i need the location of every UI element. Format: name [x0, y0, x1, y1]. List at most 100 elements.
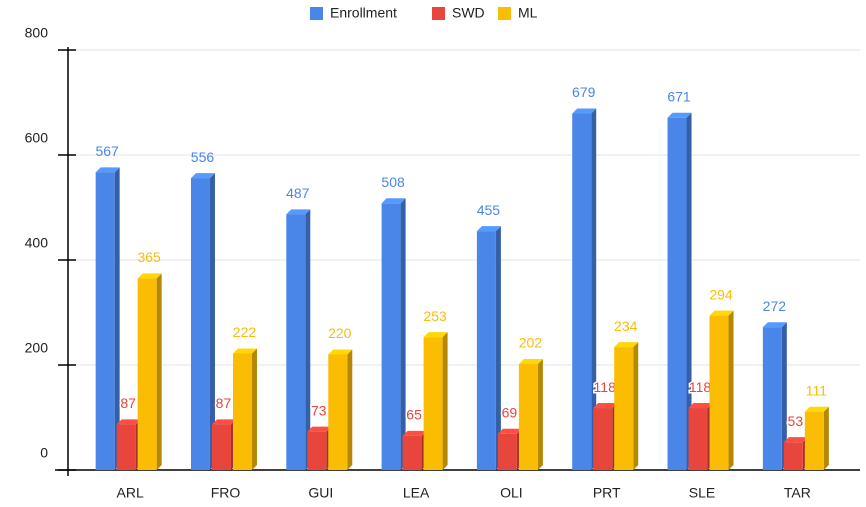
legend-swatch [432, 7, 445, 20]
bar [423, 337, 443, 470]
data-label: 87 [120, 395, 136, 411]
bar-top [307, 426, 332, 432]
x-tick-label: FRO [211, 485, 241, 501]
data-label: 222 [233, 324, 257, 340]
data-label: 69 [502, 404, 518, 420]
bar [518, 363, 538, 470]
x-tick-label: ARL [117, 485, 144, 501]
bar-top [286, 209, 311, 215]
bar-top [804, 406, 829, 412]
bar-top [95, 167, 120, 173]
bar-top [497, 428, 522, 434]
bar [116, 424, 136, 470]
data-label: 272 [763, 298, 787, 314]
bar-top [211, 419, 236, 425]
data-label: 567 [95, 143, 119, 159]
x-tick-label: SLE [689, 485, 715, 501]
bar-side [347, 349, 353, 470]
bar-side [495, 226, 501, 470]
bar [709, 315, 729, 470]
bar [497, 433, 517, 470]
bar-top [667, 112, 692, 118]
legend-label: SWD [452, 5, 485, 21]
data-label: 234 [614, 318, 638, 334]
bar-side [156, 273, 162, 470]
data-label: 455 [477, 202, 501, 218]
data-label: 294 [709, 286, 733, 302]
bar [95, 172, 115, 470]
bar-top [423, 332, 448, 338]
bar-top [688, 403, 713, 409]
legend-label: ML [518, 5, 538, 21]
x-tick-label: GUI [308, 485, 333, 501]
bar-side [305, 209, 311, 470]
bar-side [209, 173, 215, 470]
bar-top [476, 226, 501, 232]
bar-side [686, 112, 692, 470]
bar-side [591, 108, 597, 471]
data-label: 556 [191, 149, 215, 165]
data-label: 365 [137, 249, 161, 265]
y-tick-label: 0 [40, 445, 48, 461]
bar-top [783, 437, 808, 443]
data-label: 253 [423, 308, 447, 324]
bar-top [116, 419, 141, 425]
bar [572, 113, 592, 471]
y-tick-label: 200 [25, 340, 49, 356]
bar-side [442, 332, 448, 470]
bar-top [572, 108, 597, 114]
bar-top [614, 342, 639, 348]
data-label: 508 [381, 174, 405, 190]
bar [476, 231, 496, 470]
data-label: 87 [216, 395, 232, 411]
bar [762, 327, 782, 470]
bar-top [137, 273, 162, 279]
data-label: 671 [667, 88, 691, 104]
data-label: 220 [328, 325, 352, 341]
bar [783, 442, 803, 470]
bar [593, 408, 613, 470]
x-tick-label: PRT [593, 485, 621, 501]
legend-swatch [310, 7, 323, 20]
bar-top [190, 173, 215, 179]
data-label: 679 [572, 84, 596, 100]
bar-side [633, 342, 639, 470]
bar-top [762, 322, 787, 328]
data-label: 202 [519, 335, 543, 351]
data-label: 53 [788, 413, 804, 429]
bar [190, 178, 210, 470]
bar-top [381, 198, 406, 204]
bar-side [251, 348, 257, 470]
x-tick-label: OLI [500, 485, 523, 501]
bar-side [823, 406, 829, 470]
bar-side [728, 310, 734, 470]
bar [211, 424, 231, 470]
bar [402, 435, 422, 470]
bar [307, 431, 327, 470]
bar [804, 411, 824, 470]
data-label: 118 [689, 379, 712, 395]
bar [328, 354, 348, 470]
legend-swatch [498, 7, 511, 20]
bar-side [400, 198, 406, 471]
y-tick-label: 600 [25, 130, 49, 146]
y-tick-label: 400 [25, 235, 49, 251]
bar-side [537, 358, 543, 470]
legend-label: Enrollment [330, 5, 397, 21]
bar-top [402, 430, 427, 436]
bar-top [328, 349, 353, 355]
bar [286, 214, 306, 470]
bar [688, 408, 708, 470]
data-label: 111 [806, 382, 827, 398]
data-label: 65 [406, 407, 422, 423]
y-tick-label: 800 [25, 25, 49, 41]
bar [614, 347, 634, 470]
bar-top [593, 403, 618, 409]
bar-side [781, 322, 787, 470]
bar [381, 203, 401, 471]
bar-top [709, 310, 734, 316]
data-label: 487 [286, 185, 310, 201]
bar-top [232, 348, 257, 354]
x-tick-label: TAR [784, 485, 811, 501]
bar-top [518, 358, 543, 364]
